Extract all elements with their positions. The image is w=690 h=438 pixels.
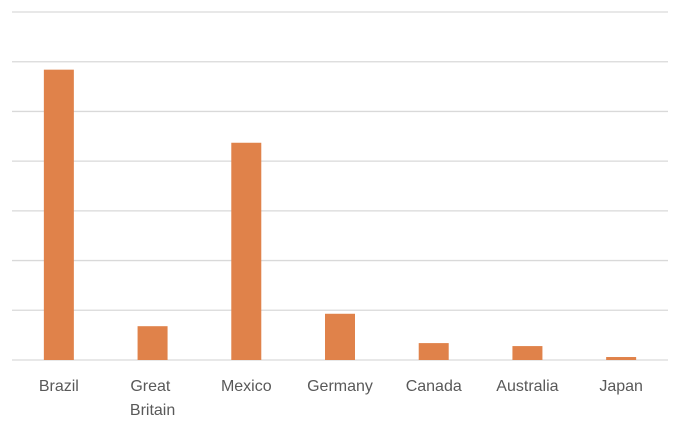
x-tick-label: Canada <box>406 378 462 395</box>
bar <box>418 343 449 360</box>
bar <box>606 357 637 360</box>
bar <box>325 313 355 360</box>
x-tick-label: Great Britain <box>130 378 175 419</box>
bar <box>137 326 168 360</box>
x-tick-label: Australia <box>496 378 558 395</box>
x-tick-label: Germany <box>307 378 373 395</box>
x-tick-label: Brazil <box>39 378 79 395</box>
x-tick-label: Mexico <box>221 378 272 395</box>
bar <box>43 69 74 360</box>
x-tick-label: Japan <box>599 378 643 395</box>
bar <box>231 142 262 360</box>
bar <box>512 346 543 360</box>
